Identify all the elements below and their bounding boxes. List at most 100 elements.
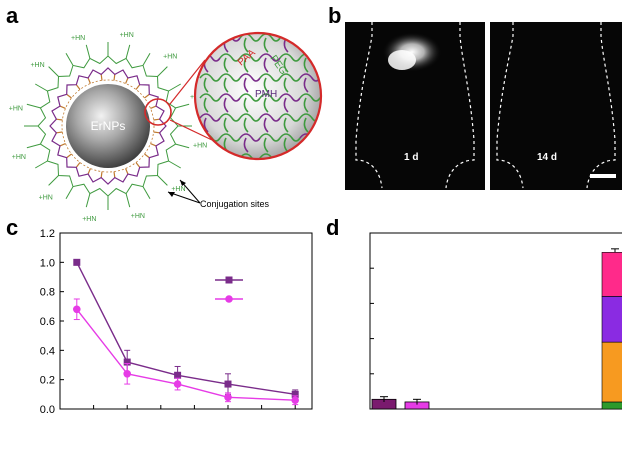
mouse-outline-day14: [496, 22, 616, 189]
shell-spoke: [56, 118, 63, 121]
panel-d-letter: d: [326, 215, 339, 240]
amine-group-label: +HN: [9, 105, 23, 112]
peg-chain: [35, 83, 48, 92]
panel-d-bar-chart: d: [326, 215, 622, 410]
peg-chain: [26, 103, 41, 109]
network-strand: [239, 93, 261, 113]
network-strand: [279, 113, 301, 133]
network-strand: [299, 153, 321, 159]
pmh-layer: [49, 67, 167, 185]
d-feces-segment: [601, 252, 622, 297]
peg-chain: [142, 53, 151, 66]
c-plot-frame: [59, 232, 313, 410]
panel-c-letter: c: [6, 215, 18, 240]
c-point-spleen: [73, 305, 81, 314]
c-y-tick-label: 0.4: [40, 345, 55, 357]
c-point-liver: [291, 390, 299, 398]
zoom-border: [193, 31, 323, 161]
network-strand: [239, 133, 261, 153]
network-strand: [259, 113, 281, 133]
c-y-tick-label: 1.0: [40, 257, 55, 269]
polymer-shell: [24, 42, 192, 210]
network-strand: [319, 133, 321, 153]
shell-spoke: [87, 77, 91, 84]
c-point-spleen: [173, 380, 182, 388]
callout-arrowhead-1: [168, 192, 175, 197]
shell-spoke: [59, 105, 66, 109]
c-point-liver: [174, 371, 182, 379]
d-feces-segment: [601, 401, 622, 410]
peg-chain: [142, 186, 151, 199]
peg-chain: [65, 53, 74, 66]
amine-group-label: +HN: [171, 186, 185, 193]
zoom-inset: PAA PEG PMH: [193, 31, 323, 161]
network-strand: [319, 33, 321, 53]
network-strand: [199, 113, 221, 133]
amine-group-label: +HN: [163, 54, 177, 61]
amine-group-label: +HN: [71, 35, 85, 42]
c-point-spleen: [123, 370, 131, 378]
shell-spoke: [125, 168, 129, 175]
c-y-tick-label: 0.0: [40, 404, 55, 416]
d-feces-segment: [601, 341, 622, 403]
network-strand: [219, 73, 241, 93]
zoom-origin-circle: [144, 98, 172, 126]
network-strand: [219, 113, 241, 133]
network-strand: [319, 153, 321, 159]
network-strand: [219, 53, 241, 73]
network-strand: [319, 113, 321, 133]
network-strand: [319, 93, 321, 113]
peg-chain: [125, 193, 131, 208]
shell-spoke: [144, 93, 150, 99]
scale-bar: [590, 174, 616, 178]
shell-spoke: [153, 118, 160, 121]
image-label-day14: 14 d: [537, 152, 557, 163]
network-strand: [259, 133, 281, 153]
panel-c-line-chart: c 0.0 0.2 0.4 0.6 0.8 1.0 1.2: [6, 215, 313, 416]
peg-chain: [85, 44, 91, 59]
peg-chain: [168, 83, 181, 92]
panel-b-images: b 1 d 14 d: [328, 3, 622, 190]
c-point-liver: [123, 358, 131, 366]
c-point-liver: [224, 380, 232, 388]
peg-chain: [48, 66, 59, 77]
shell-spoke: [153, 131, 160, 134]
c-legend-marker: [225, 295, 233, 303]
peg-chain: [35, 160, 48, 169]
network-strand: [319, 53, 321, 73]
peg-chain: [65, 186, 74, 199]
peg-chain: [48, 175, 59, 186]
network-strand: [299, 33, 321, 53]
c-y-tick-label: 0.2: [40, 375, 55, 387]
shell-spoke: [113, 171, 116, 178]
network-strand: [279, 93, 301, 113]
d-plot-frame: [369, 232, 622, 410]
shell-spoke: [100, 74, 103, 81]
c-series-line-spleen: [76, 308, 296, 401]
network-strand: [259, 33, 281, 53]
network-strand: [259, 73, 281, 93]
network-strand: [219, 93, 241, 113]
network-strand: [299, 73, 321, 93]
amine-group-label: +HN: [120, 32, 134, 39]
network-strand: [199, 153, 221, 159]
shell-spoke: [66, 153, 72, 159]
liver-signal-core: [388, 50, 416, 70]
shell-spoke: [144, 153, 150, 159]
shell-spoke: [75, 84, 81, 90]
nanoparticle-diagram: ErNPs +HN+HN+HN+HN+HN+HN+HN+HN+HN+HN+HN+…: [9, 32, 213, 223]
network-strand: [299, 93, 321, 113]
network-strand: [219, 153, 241, 159]
zoom-background: [195, 33, 321, 159]
callout-label: Conjugation sites: [200, 199, 270, 209]
image-day14: [490, 22, 622, 190]
pmh-label: PMH: [255, 89, 277, 100]
peg-chain: [175, 103, 190, 109]
peg-layer: [37, 55, 179, 197]
peg-chain: [125, 44, 131, 59]
shell-spoke: [100, 171, 103, 178]
network-strand: [239, 113, 261, 133]
panel-a-letter: a: [6, 3, 19, 28]
c-y-tick-label: 1.2: [40, 228, 55, 240]
